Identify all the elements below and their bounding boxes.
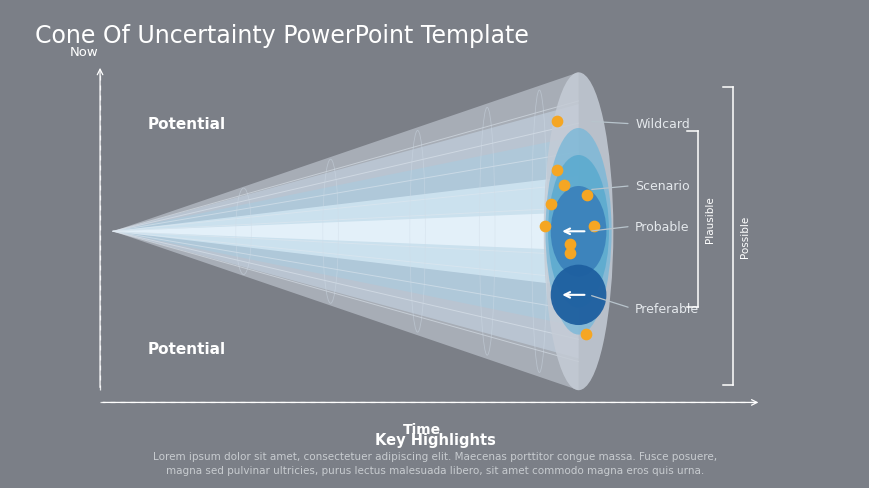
Ellipse shape xyxy=(550,265,606,325)
Ellipse shape xyxy=(543,73,613,390)
Point xyxy=(543,201,557,209)
Text: Wildcard: Wildcard xyxy=(634,118,689,131)
Text: Cone Of Uncertainty PowerPoint Template: Cone Of Uncertainty PowerPoint Template xyxy=(35,24,528,48)
Point xyxy=(562,250,576,258)
Point xyxy=(538,223,552,231)
Polygon shape xyxy=(113,213,578,251)
Point xyxy=(578,330,592,338)
Polygon shape xyxy=(113,73,578,390)
Text: Plausible: Plausible xyxy=(704,196,713,243)
Text: Potential: Potential xyxy=(148,342,226,356)
Text: Lorem ipsum dolor sit amet, consectetuer adipiscing elit. Maecenas porttitor con: Lorem ipsum dolor sit amet, consectetuer… xyxy=(153,451,716,475)
Text: Potential: Potential xyxy=(148,117,226,132)
Point xyxy=(549,118,563,126)
Text: Possible: Possible xyxy=(740,216,749,258)
Ellipse shape xyxy=(547,156,608,308)
Point xyxy=(562,240,576,248)
Ellipse shape xyxy=(545,129,611,335)
Point xyxy=(587,223,600,231)
Text: Now: Now xyxy=(70,45,98,59)
Ellipse shape xyxy=(550,186,606,277)
Text: Probable: Probable xyxy=(634,221,689,233)
Polygon shape xyxy=(113,137,578,327)
Text: Time: Time xyxy=(402,422,441,436)
Point xyxy=(580,191,594,199)
Text: Key Highlights: Key Highlights xyxy=(375,432,494,447)
Text: Preferable: Preferable xyxy=(634,302,699,315)
Polygon shape xyxy=(113,176,578,287)
Polygon shape xyxy=(113,105,578,359)
Point xyxy=(549,167,563,175)
Text: Scenario: Scenario xyxy=(634,180,689,193)
Point xyxy=(556,182,570,189)
